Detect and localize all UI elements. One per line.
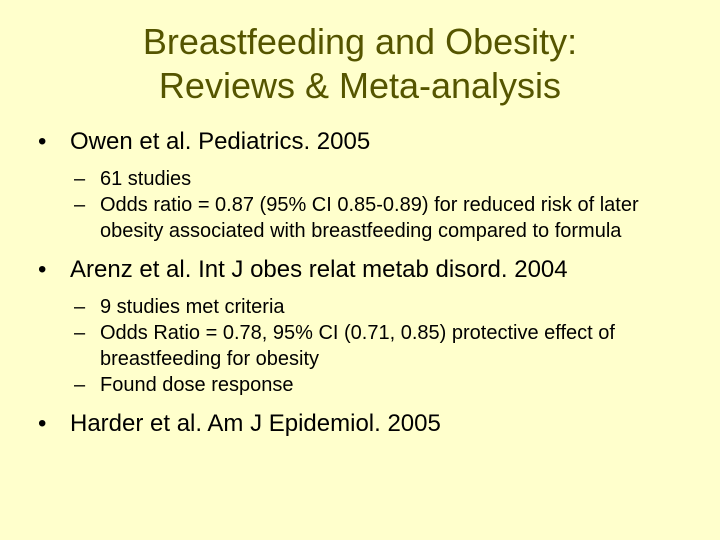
bullet-harder: • Harder et al. Am J Epidemiol. 2005 (36, 408, 696, 440)
sub-bullet-text: Odds Ratio = 0.78, 95% CI (0.71, 0.85) p… (100, 322, 615, 370)
slide-title: Breastfeeding and Obesity: Reviews & Met… (40, 20, 680, 108)
sub-bullet: – Odds ratio = 0.87 (95% CI 0.85-0.89) f… (36, 192, 696, 244)
sublist-arenz: – 9 studies met criteria – Odds Ratio = … (36, 294, 696, 398)
sublist-owen: – 61 studies – Odds ratio = 0.87 (95% CI… (36, 166, 696, 244)
dash-marker: – (74, 322, 86, 344)
bullet-owen: • Owen et al. Pediatrics. 2005 (36, 126, 696, 158)
title-line-1: Breastfeeding and Obesity: (142, 21, 578, 62)
bullet-text: Arenz et al. Int J obes relat metab diso… (70, 256, 568, 283)
sub-bullet-text: Odds ratio = 0.87 (95% CI 0.85-0.89) for… (100, 194, 639, 242)
sub-bullet-text: Found dose response (100, 374, 294, 396)
bullet-text: Harder et al. Am J Epidemiol. 2005 (70, 410, 441, 437)
slide-content: • Owen et al. Pediatrics. 2005 – 61 stud… (36, 126, 696, 440)
bullet-text: Owen et al. Pediatrics. 2005 (70, 128, 371, 155)
bullet-marker: • (38, 256, 47, 283)
dash-marker: – (74, 296, 86, 318)
sub-bullet-text: 9 studies met criteria (100, 296, 285, 318)
bullet-marker: • (38, 128, 47, 155)
title-line-2: Reviews & Meta-analysis (158, 65, 562, 106)
sub-bullet: – Odds Ratio = 0.78, 95% CI (0.71, 0.85)… (36, 320, 696, 372)
dash-marker: – (74, 374, 86, 396)
dash-marker: – (74, 194, 86, 216)
bullet-arenz: • Arenz et al. Int J obes relat metab di… (36, 254, 696, 286)
sub-bullet: – 61 studies (36, 166, 696, 192)
sub-bullet-text: 61 studies (100, 168, 192, 190)
dash-marker: – (74, 168, 86, 190)
sub-bullet: – Found dose response (36, 372, 696, 398)
sub-bullet: – 9 studies met criteria (36, 294, 696, 320)
bullet-marker: • (38, 410, 47, 437)
